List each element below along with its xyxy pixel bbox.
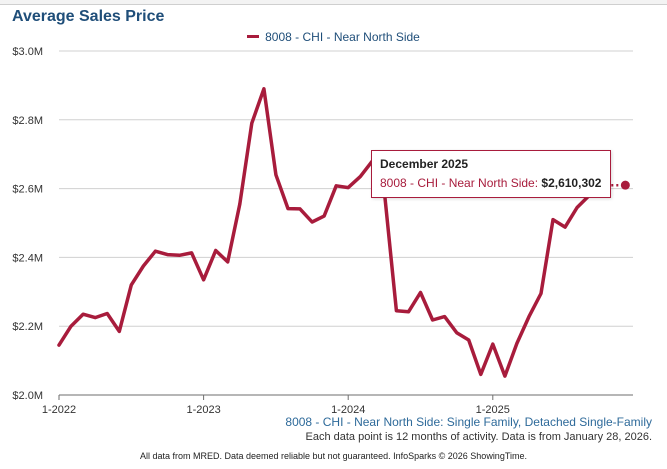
- x-tick-label: 1-2025: [476, 404, 510, 416]
- x-tick-label: 1-2023: [186, 404, 220, 416]
- data-footnote: Each data point is 12 months of activity…: [305, 431, 652, 443]
- x-tick-label: 1-2022: [42, 404, 76, 416]
- y-tick-label: $3.0M: [12, 46, 43, 58]
- chart-title: Average Sales Price: [12, 8, 165, 25]
- legend[interactable]: 8008 - CHI - Near North Side: [0, 30, 667, 44]
- tooltip-title: December 2025: [380, 157, 469, 171]
- top-edge-bar: [0, 0, 667, 5]
- series-line[interactable]: [57, 87, 604, 378]
- x-tick-label: 1-2024: [331, 404, 365, 416]
- y-tick-label: $2.8M: [12, 115, 43, 127]
- tooltip-series-label: 8008 - CHI - Near North Side:: [380, 176, 539, 190]
- y-tick-label: $2.2M: [12, 321, 43, 333]
- series-description: 8008 - CHI - Near North Side: Single Fam…: [285, 415, 652, 429]
- highlighted-point[interactable]: [620, 180, 630, 190]
- tooltip-value: $2,610,302: [541, 176, 602, 190]
- legend-swatch: [247, 35, 260, 39]
- legend-label: 8008 - CHI - Near North Side: [265, 30, 420, 44]
- credits: All data from MRED. Data deemed reliable…: [139, 451, 527, 461]
- y-tick-label: $2.4M: [12, 252, 43, 264]
- tooltip: December 2025 8008 - CHI - Near North Si…: [371, 150, 611, 198]
- y-tick-label: $2.0M: [12, 390, 43, 402]
- y-tick-label: $2.6M: [12, 184, 43, 196]
- tooltip-row: 8008 - CHI - Near North Side: $2,610,302: [380, 176, 602, 190]
